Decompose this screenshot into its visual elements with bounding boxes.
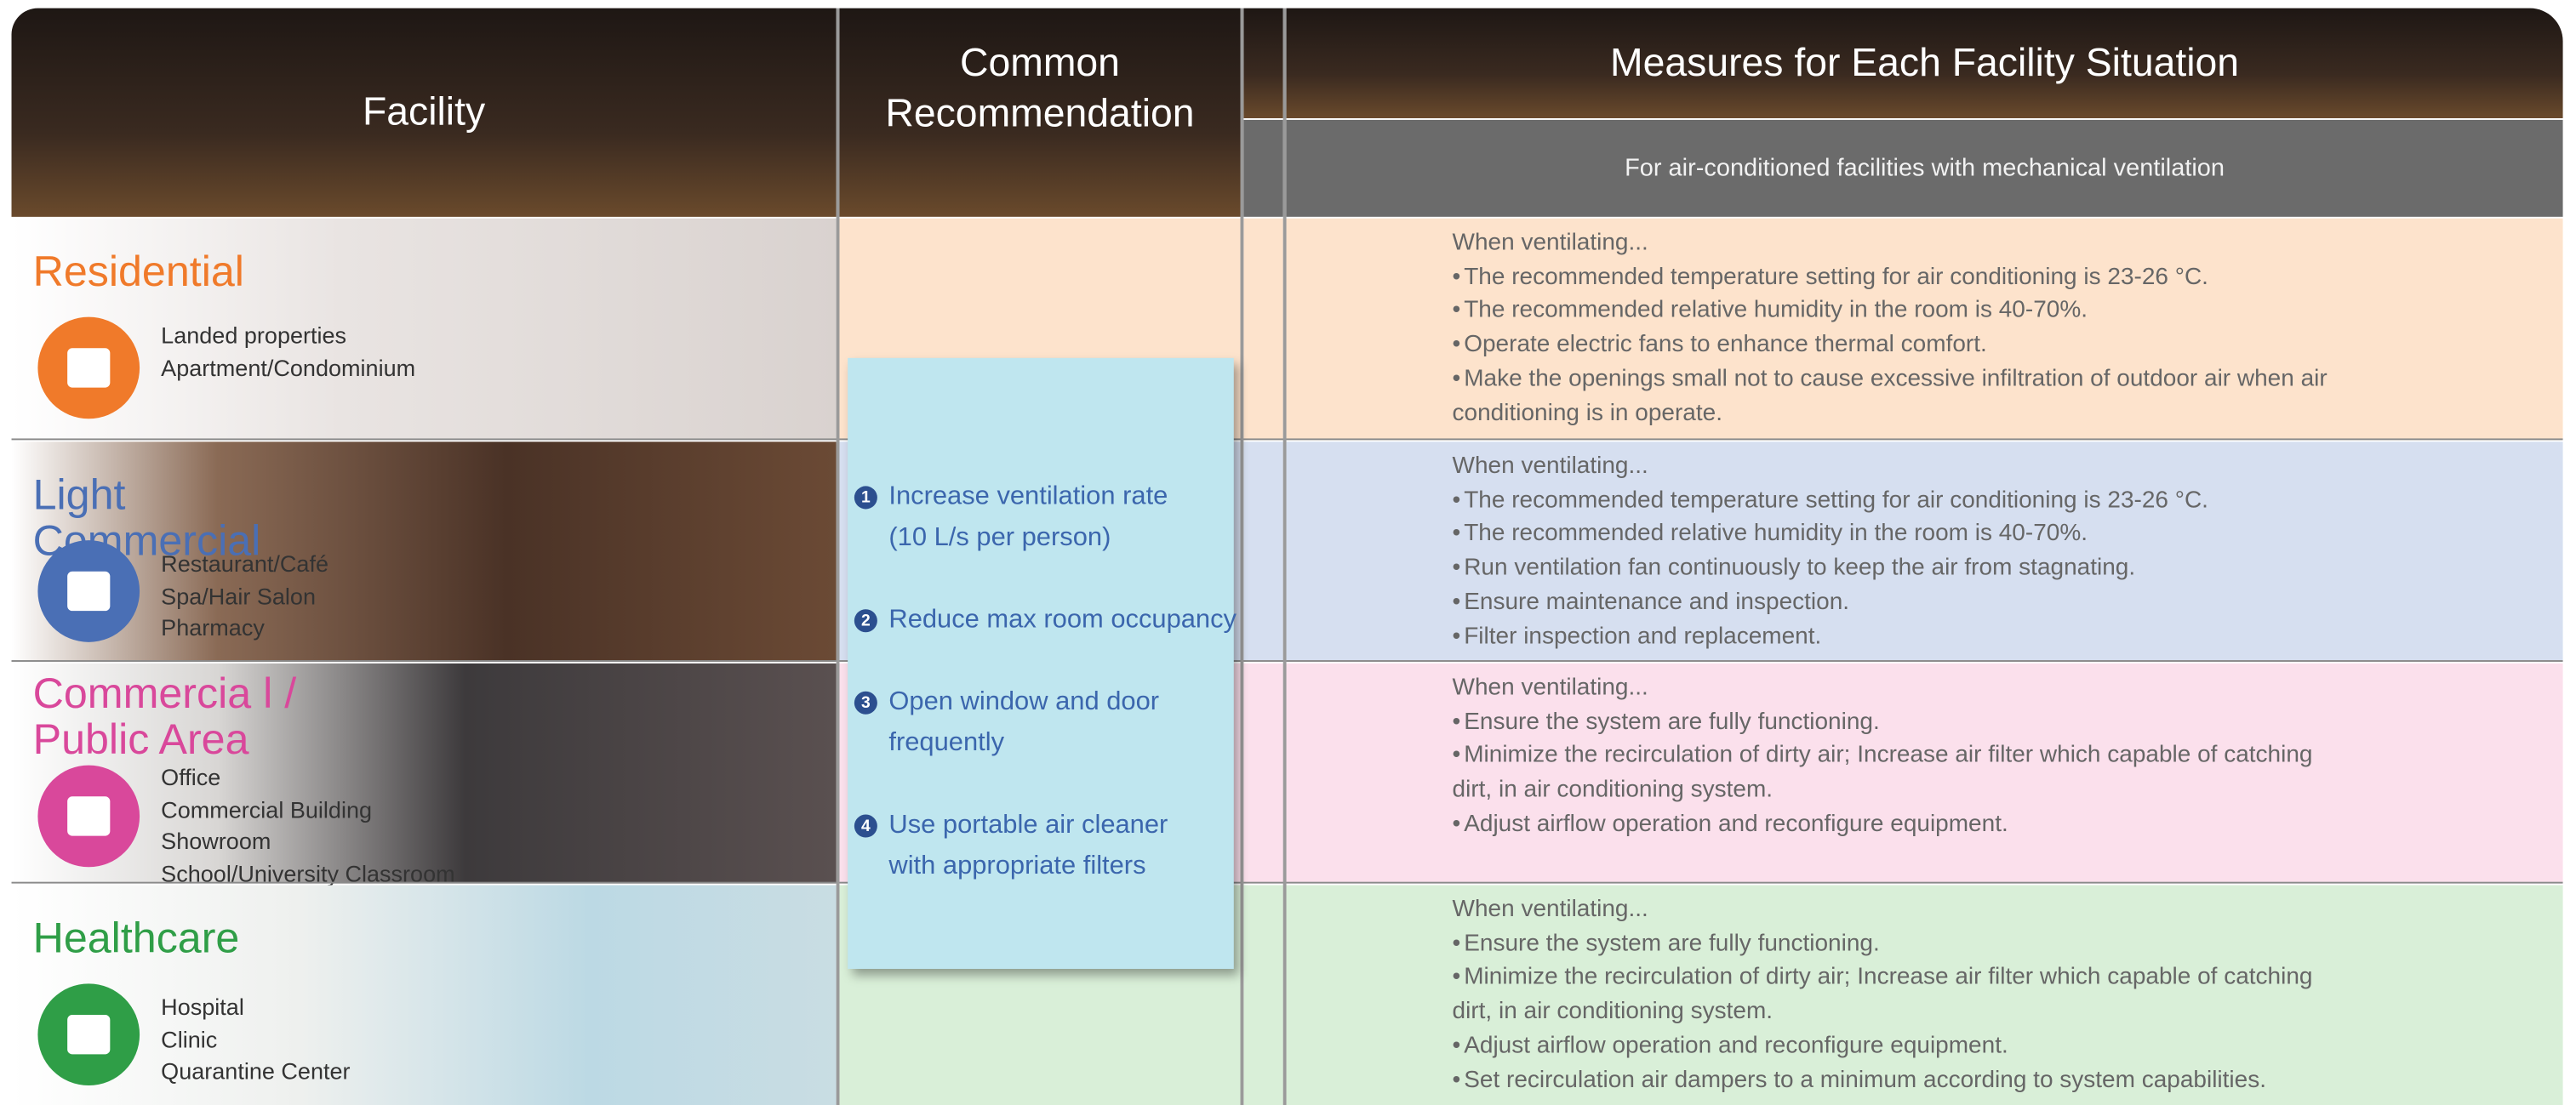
facility-item: Apartment/Condominium: [161, 354, 416, 380]
spacer-header: [1243, 8, 1283, 118]
measure-item: The recommended temperature setting for …: [1453, 484, 2339, 518]
measure-item: Operate electric fans to enhance thermal…: [1453, 328, 2339, 362]
recommendation-card: [848, 357, 1234, 969]
measure-item: The recommended relative humidity in the…: [1453, 518, 2339, 552]
measure-item: Adjust airflow operation and reconfigure…: [1453, 1029, 2339, 1063]
facility-items: Landed properties Apartment/Condominium: [161, 320, 489, 384]
facility-icon: [37, 540, 140, 642]
spacer-sub: [1243, 119, 1283, 217]
icon-glyph: [67, 348, 111, 388]
measure-item: Minimize the recirculation of dirty air;…: [1453, 961, 2339, 1029]
measure-item: Adjust airflow operation and reconfigure…: [1453, 807, 2339, 841]
facility-name: Commercia l / Public Area: [32, 668, 297, 764]
measure-item: Ensure the system are fully functioning.: [1453, 927, 2339, 961]
icon-glyph: [67, 1015, 111, 1055]
facility-photo: [11, 441, 837, 662]
recommendation-number: 2: [854, 609, 877, 633]
measures-subtitle: For air-conditioned facilities with mech…: [1286, 119, 2563, 217]
column-divider: [1282, 8, 1287, 1105]
facility-items: Hospital Clinic Quarantine Center: [161, 992, 489, 1088]
spacer-cell: [1243, 885, 1283, 1105]
facility-name: Residential: [32, 246, 244, 296]
facility-header: Facility: [11, 8, 837, 217]
measure-item: Set recirculation air dampers to a minim…: [1453, 1063, 2339, 1097]
column-divider: [836, 8, 840, 1105]
facility-item: Restaurant/Café: [161, 550, 329, 577]
recommendation: 4 Use portable air cleaner with appropria…: [854, 805, 1208, 887]
facility-item: Clinic: [161, 1025, 218, 1052]
recommendation-text: Increase ventilation rate (10 L/s per pe…: [888, 482, 1168, 552]
measure-item: Run ventilation fan continuously to keep…: [1453, 552, 2339, 586]
measures-text: When ventilating... The recommended tempe…: [1453, 226, 2339, 430]
spacer-cell: [1243, 663, 1283, 884]
recommendation-number: 1: [854, 486, 877, 510]
facility-item: School/University Classroom: [161, 859, 455, 886]
measure-item: Filter inspection and replacement.: [1453, 620, 2339, 654]
measures-intro: When ventilating...: [1452, 675, 1648, 702]
facility-item: Quarantine Center: [161, 1057, 351, 1085]
measures-intro: When ventilating...: [1452, 453, 1648, 480]
facility-item: Pharmacy: [161, 613, 265, 641]
facility-item: Commercial Building: [161, 795, 373, 823]
spacer-cell: [1243, 218, 1283, 441]
measure-item: Minimize the recirculation of dirty air;…: [1453, 740, 2339, 808]
facility-items: Office Commercial Building Showroom School/…: [161, 762, 489, 891]
facility-item: Office: [161, 763, 221, 790]
recommendation-text: Reduce max room occupancy: [888, 606, 1237, 635]
facility-items: Restaurant/Café Spa/Hair Salon Pharmacy: [161, 549, 489, 645]
measures-intro: When ventilating...: [1452, 897, 1648, 923]
recommendation-text: Use portable air cleaner with appropriat…: [888, 811, 1168, 880]
facility-photo: [11, 663, 837, 884]
facility-item: Showroom: [161, 827, 271, 854]
recommendation-number: 3: [854, 691, 877, 715]
facility-photo: [11, 885, 837, 1105]
measure-item: The recommended relative humidity in the…: [1453, 294, 2339, 328]
measures-text: When ventilating... Ensure the system are…: [1453, 672, 2339, 842]
recommendation: 1 Increase ventilation rate (10 L/s per p…: [854, 476, 1208, 559]
facility-icon: [37, 983, 140, 1086]
recommendation: 3 Open window and door frequently: [854, 681, 1208, 764]
facility-name: Healthcare: [32, 913, 240, 963]
recommendation-number: 4: [854, 814, 877, 838]
facility-item: Hospital: [161, 993, 244, 1020]
icon-glyph: [67, 571, 111, 612]
facility-item: Landed properties: [161, 322, 347, 349]
measure-item: Ensure maintenance and inspection.: [1453, 586, 2339, 620]
recommendation-text: Open window and door frequently: [888, 687, 1160, 757]
spacer-cell: [1243, 441, 1283, 662]
row-divider: [11, 881, 2563, 884]
measures-intro: When ventilating...: [1452, 230, 1648, 257]
recommendation: 2 Reduce max room occupancy: [854, 600, 1248, 641]
measure-item: Make the openings small not to cause exc…: [1453, 362, 2339, 430]
facility-photo: [11, 218, 837, 441]
measures-header: Measures for Each Facility Situation: [1286, 8, 2563, 118]
facility-item: Spa/Hair Salon: [161, 582, 316, 609]
measure-item: The recommended temperature setting for …: [1453, 260, 2339, 294]
facility-icon: [37, 316, 140, 419]
measures-text: When ventilating... The recommended tempe…: [1453, 450, 2339, 654]
common-header: Common Recommendation: [839, 8, 1241, 217]
row-divider: [11, 438, 2563, 441]
icon-glyph: [67, 796, 111, 836]
row-divider: [11, 660, 2563, 662]
column-divider: [1240, 8, 1244, 1105]
measure-item: Ensure the system are fully functioning.: [1453, 706, 2339, 740]
facility-icon: [37, 765, 140, 868]
measures-text: When ventilating... Ensure the system are…: [1453, 893, 2339, 1097]
